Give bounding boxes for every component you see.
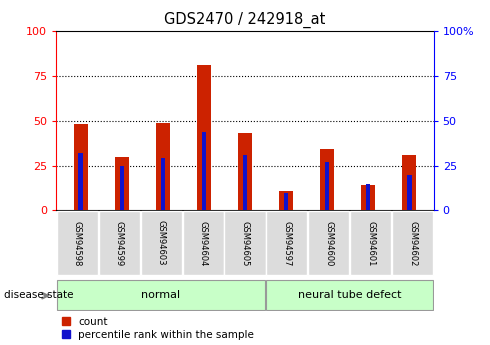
Text: GSM94603: GSM94603 <box>157 220 166 266</box>
Bar <box>324 162 329 210</box>
Text: GSM94599: GSM94599 <box>115 220 124 266</box>
Bar <box>78 153 83 210</box>
Text: neural tube defect: neural tube defect <box>298 290 401 300</box>
Text: GSM94601: GSM94601 <box>366 220 375 266</box>
FancyBboxPatch shape <box>350 211 392 275</box>
Bar <box>243 155 247 210</box>
FancyBboxPatch shape <box>57 211 98 275</box>
Bar <box>407 175 412 210</box>
Text: disease state: disease state <box>4 290 74 300</box>
FancyBboxPatch shape <box>308 211 349 275</box>
Bar <box>320 149 334 210</box>
FancyBboxPatch shape <box>98 211 140 275</box>
Text: GDS2470 / 242918_at: GDS2470 / 242918_at <box>164 12 326 28</box>
Bar <box>161 158 166 210</box>
Bar <box>115 157 129 210</box>
Text: GSM94602: GSM94602 <box>408 220 417 266</box>
Bar <box>201 131 206 210</box>
Bar <box>361 185 375 210</box>
Text: GSM94600: GSM94600 <box>324 220 333 266</box>
Text: GSM94598: GSM94598 <box>73 220 82 266</box>
Bar <box>238 133 252 210</box>
FancyBboxPatch shape <box>183 211 223 275</box>
FancyBboxPatch shape <box>392 211 433 275</box>
Legend: count, percentile rank within the sample: count, percentile rank within the sample <box>62 317 254 340</box>
FancyBboxPatch shape <box>267 211 307 275</box>
FancyBboxPatch shape <box>57 280 265 310</box>
Text: GSM94597: GSM94597 <box>282 220 292 266</box>
Bar <box>120 166 124 210</box>
FancyBboxPatch shape <box>267 280 433 310</box>
FancyBboxPatch shape <box>224 211 266 275</box>
Bar <box>366 184 370 210</box>
Bar <box>279 191 293 210</box>
Text: GSM94604: GSM94604 <box>198 220 208 266</box>
Text: GSM94605: GSM94605 <box>241 220 249 266</box>
Text: normal: normal <box>142 290 180 300</box>
Bar <box>197 65 211 210</box>
FancyBboxPatch shape <box>141 211 182 275</box>
Bar <box>74 124 88 210</box>
Bar <box>156 122 170 210</box>
Bar <box>284 193 289 210</box>
Bar <box>402 155 416 210</box>
